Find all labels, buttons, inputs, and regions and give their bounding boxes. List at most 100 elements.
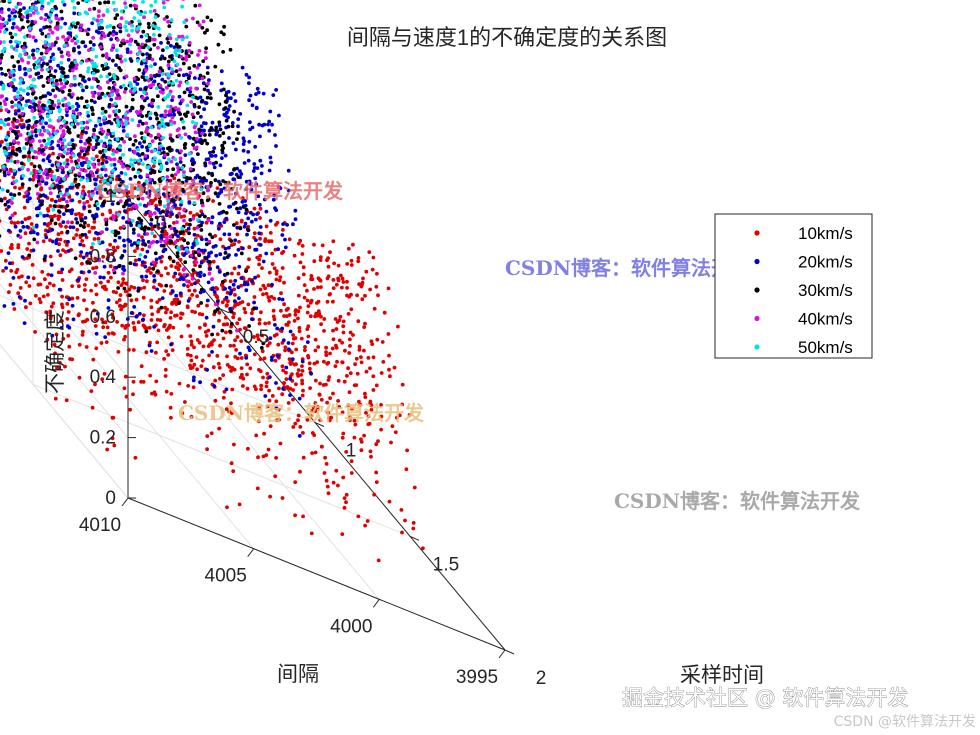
data-point	[274, 272, 279, 276]
data-point	[180, 411, 185, 416]
data-point	[67, 53, 71, 58]
data-point	[348, 344, 352, 348]
data-point	[247, 348, 252, 353]
data-point	[119, 120, 124, 125]
data-point	[357, 399, 361, 404]
data-point	[412, 485, 417, 490]
data-point	[146, 226, 151, 231]
data-point	[369, 454, 373, 459]
data-point	[154, 206, 159, 211]
data-point	[206, 344, 211, 348]
data-point	[138, 174, 142, 179]
data-point	[3, 258, 8, 263]
data-point	[216, 194, 220, 199]
data-point	[159, 236, 164, 241]
data-point	[76, 313, 81, 318]
data-point	[54, 332, 59, 337]
data-point	[83, 79, 87, 84]
data-point	[292, 362, 297, 367]
data-point	[22, 41, 27, 46]
data-point	[229, 288, 234, 293]
data-point	[182, 267, 187, 271]
data-point	[200, 203, 205, 208]
data-point	[252, 352, 257, 357]
data-point	[305, 340, 310, 344]
data-point	[186, 323, 191, 328]
data-point	[59, 66, 64, 70]
data-point	[50, 163, 55, 168]
data-point	[168, 234, 173, 239]
y-tick-mark	[247, 548, 255, 558]
data-point	[296, 309, 301, 314]
data-point	[387, 499, 392, 504]
data-point	[33, 293, 38, 298]
data-point	[197, 23, 202, 28]
data-point	[177, 206, 182, 211]
data-point	[247, 81, 251, 86]
data-point	[189, 339, 194, 344]
data-point	[115, 38, 120, 42]
data-point	[255, 255, 260, 260]
data-point	[77, 342, 82, 347]
data-point	[3, 202, 8, 207]
data-point	[363, 391, 367, 396]
data-point	[141, 96, 145, 101]
data-point	[356, 514, 361, 519]
data-point	[237, 502, 242, 507]
data-point	[178, 257, 183, 262]
data-point	[147, 38, 152, 43]
data-point	[256, 419, 261, 424]
data-point	[143, 264, 148, 269]
data-point	[179, 149, 183, 154]
data-point	[193, 3, 198, 8]
data-point	[81, 329, 85, 334]
data-point	[272, 296, 277, 301]
data-point	[159, 273, 164, 278]
data-point	[113, 233, 118, 238]
data-point	[281, 386, 285, 391]
data-point	[192, 375, 196, 380]
data-point	[316, 285, 320, 290]
data-point	[99, 341, 104, 345]
data-point	[210, 277, 214, 282]
data-point	[166, 271, 170, 276]
data-point	[119, 54, 123, 59]
data-point	[22, 194, 27, 199]
data-point	[78, 223, 83, 228]
data-point	[42, 257, 47, 261]
data-point	[334, 327, 339, 331]
data-point	[84, 277, 89, 281]
data-point	[253, 275, 257, 280]
data-point	[137, 180, 141, 185]
data-point	[116, 280, 121, 285]
data-point	[166, 202, 171, 207]
data-point	[244, 179, 249, 184]
data-point	[324, 345, 328, 350]
data-point	[133, 455, 138, 460]
data-point	[224, 100, 229, 104]
data-point	[244, 288, 249, 293]
data-point	[325, 484, 330, 489]
data-point	[208, 91, 212, 96]
data-point	[334, 343, 338, 348]
data-point	[287, 237, 292, 242]
data-point	[186, 284, 190, 289]
data-point	[193, 310, 198, 314]
data-point	[293, 217, 298, 222]
data-point	[135, 82, 140, 86]
data-point	[29, 222, 34, 226]
data-point	[345, 374, 349, 378]
data-point	[91, 76, 96, 81]
data-point	[59, 204, 63, 209]
data-point	[371, 388, 376, 392]
data-point	[390, 424, 395, 429]
data-point	[340, 410, 345, 415]
data-point	[194, 86, 199, 91]
data-point	[217, 191, 222, 196]
data-point	[75, 21, 80, 26]
data-point	[101, 154, 106, 159]
data-point	[221, 244, 226, 249]
data-point	[244, 356, 249, 360]
data-point	[33, 330, 37, 334]
data-point	[154, 113, 159, 117]
